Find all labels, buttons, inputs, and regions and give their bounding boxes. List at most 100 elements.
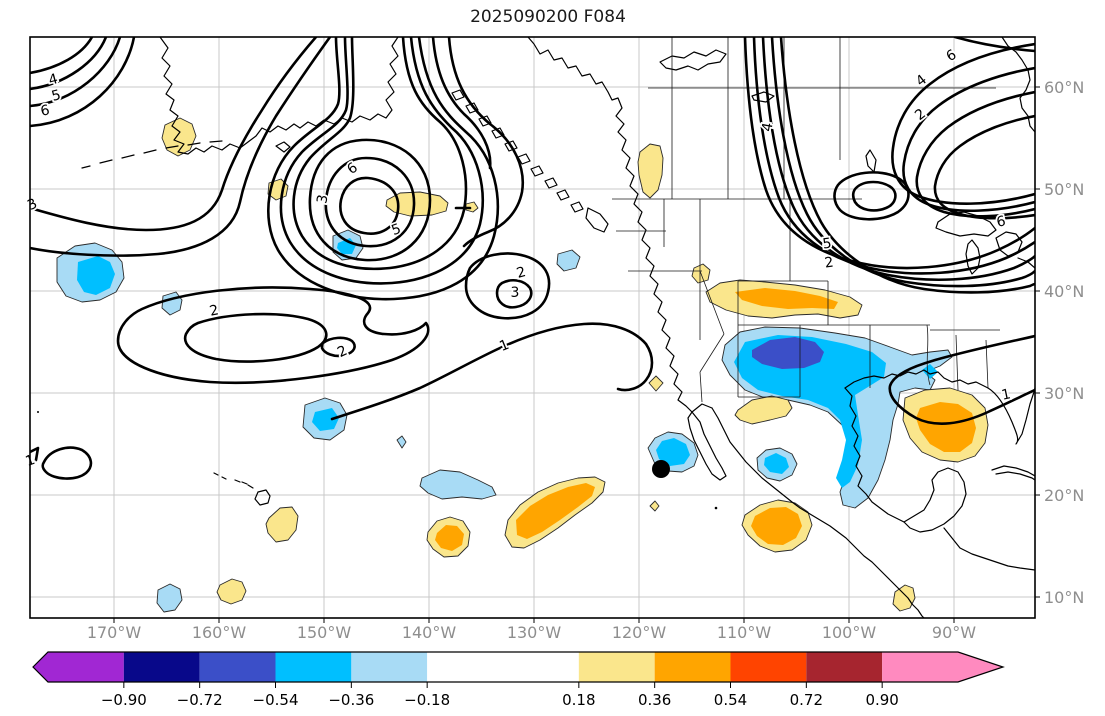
anomaly-region [648,375,664,392]
contour-label: 5 [822,235,833,252]
contour-label: 4 [47,71,60,89]
anomaly-core [735,288,838,309]
contour-label: 1 [1000,386,1012,404]
colorbar-segment [578,652,655,682]
kodiak-island [275,141,291,153]
anomaly-core [922,364,938,379]
contour-label: 5 [389,221,403,239]
contour-ring [833,171,910,221]
colorbar-segment [199,652,276,682]
colorbar: −0.90 −0.72 −0.54 −0.36 −0.18 0.18 0.36 0.54 0.7… [32,651,1005,709]
vancouver-island [585,207,609,233]
colorbar-tick-label: 0.72 [790,691,823,709]
anomaly-core-strong [752,337,824,369]
mexico-pacific-coast [711,407,925,618]
contour-line [933,114,1035,220]
y-tick-label: 10°N [1044,588,1084,607]
anomaly-core [435,525,464,551]
colorbar-tick-label: −0.36 [328,691,374,709]
colorbar-segment [730,652,807,682]
axis-tick-labels: 170°W 160°W 150°W 140°W 130°W 120°W 110°W 100°W… [87,78,1085,642]
x-tick-label: 100°W [822,623,877,642]
yucatan-peninsula [903,467,967,533]
y-tick-label: 20°N [1044,486,1084,505]
contour-ring [308,138,432,262]
contour-line [953,37,1035,53]
contour-line [431,37,492,170]
baja-california [687,403,727,481]
anomaly-region [156,583,183,613]
small-island-dot [714,506,718,510]
colorbar-segment [654,652,731,682]
anomaly-region [556,249,581,272]
colorbar-tick-label: 0.54 [714,691,747,709]
anomaly-core [77,256,115,295]
contour-line [30,37,318,232]
contour-label: 3 [25,196,40,214]
anomaly-region [161,291,183,316]
aleutian-islands [81,140,223,169]
colorbar-segment [123,652,200,682]
contour-line-1-gulf [888,334,1035,425]
north-america-west-coast [527,37,693,413]
y-tick-label: 40°N [1044,282,1084,301]
x-tick-label: 170°W [87,623,142,642]
y-tick-label: 60°N [1044,78,1084,97]
contour-line [752,37,1035,275]
canadian-province-borders [648,37,996,199]
colorbar-tick-label: −0.18 [404,691,450,709]
map-frame [29,36,1036,619]
contour-ring [851,180,897,212]
siberia-fragment-x [9,42,17,50]
colorbar-segment [33,652,124,682]
contour-label: 2 [515,264,528,282]
contour-label: 1 [497,337,511,355]
anomaly-core [516,483,595,539]
anomaly-region [161,117,197,157]
anomaly-region [892,584,916,612]
contour-label: 6 [344,160,361,178]
contour-label: 6 [39,102,51,120]
contour-line [279,37,484,285]
contour-ring [464,252,551,320]
x-tick-label: 150°W [297,623,352,642]
contour-lines [30,37,1035,480]
colorbar-segment [427,652,579,682]
us-state-borders [616,199,1000,403]
contour-ring [320,336,356,358]
lake-winnipeg [865,149,877,173]
contour-label: 4 [759,121,776,133]
anomaly-core [656,438,690,466]
colorbar-tick-label: −0.54 [253,691,299,709]
anomaly-region [396,435,407,449]
lake-superior [935,211,997,237]
axis-ticks [113,86,1040,623]
gulf-coast-texas-mexico [844,387,905,523]
alaska-coastline [159,37,399,155]
state-province-borders [612,37,1000,403]
contour-line [30,37,136,128]
contour-ring [495,278,533,309]
contour-ring [116,286,430,385]
great-slave-lake [659,49,727,71]
colorbar-segment [806,652,883,682]
anomaly-fill-regions [56,117,989,613]
lake-athabasca [751,91,775,103]
anomaly-region [216,578,247,605]
colorbar-tick-label: 0.18 [562,691,595,709]
contour-line [30,37,108,91]
anomaly-region [265,506,299,543]
colorbar-tick-label: 0.90 [865,691,898,709]
us-gulf-north-coast [844,369,989,389]
colorbar-segment [275,652,352,682]
small-island-dot [37,411,39,413]
contour-ring [183,312,328,363]
colorbar-segment [882,652,1003,682]
colorbar-tick-label: 0.36 [638,691,671,709]
colorbar-segment [351,652,428,682]
lake-michigan [965,239,981,275]
contour-line [30,37,94,75]
contour-label: 2 [824,254,835,271]
contour-line [779,37,1035,294]
